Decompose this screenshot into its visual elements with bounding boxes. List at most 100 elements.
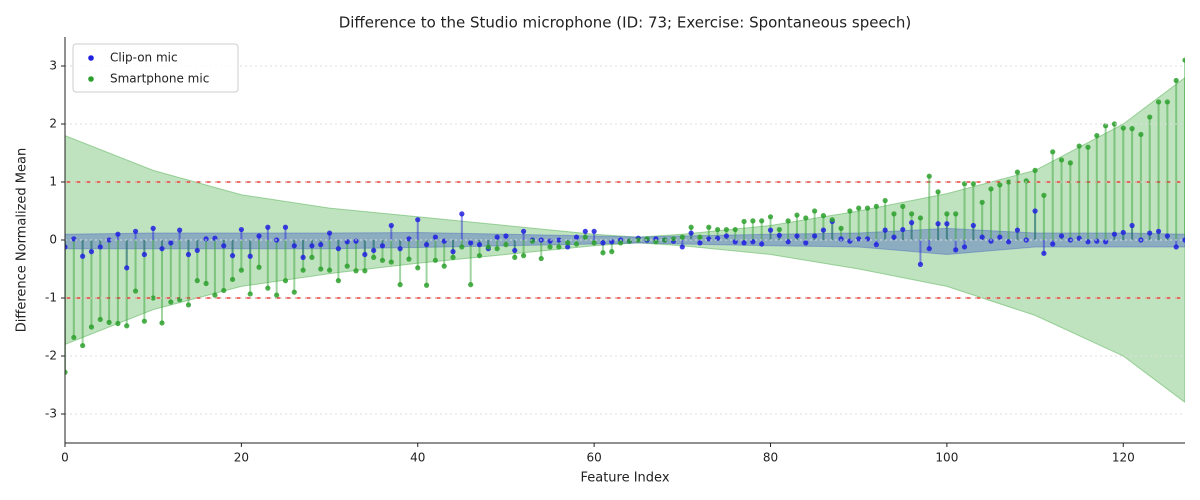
point: [935, 221, 941, 227]
point: [80, 253, 86, 259]
point: [1041, 250, 1047, 256]
point: [609, 249, 615, 255]
point: [776, 226, 782, 233]
point: [882, 197, 888, 204]
point: [1155, 228, 1162, 234]
point: [221, 287, 227, 294]
point: [309, 243, 315, 249]
point: [1067, 160, 1073, 166]
y-tick-label: 0: [49, 233, 57, 247]
x-tick-label: 60: [586, 451, 601, 465]
point: [812, 233, 818, 239]
point: [353, 238, 359, 244]
point: [168, 240, 174, 246]
y-tick-label: -2: [45, 349, 57, 363]
point: [97, 244, 103, 250]
point: [185, 302, 192, 308]
point: [1050, 149, 1056, 155]
point: [970, 222, 976, 229]
point: [573, 241, 580, 247]
point: [362, 251, 368, 258]
y-tick-label: -3: [45, 407, 57, 421]
point: [159, 246, 165, 252]
point: [679, 234, 685, 240]
point: [1111, 231, 1118, 237]
point: [688, 224, 694, 230]
point: [512, 254, 518, 260]
point: [132, 288, 139, 294]
point: [256, 264, 262, 270]
point: [282, 224, 289, 230]
point: [177, 227, 183, 233]
x-axis-label: Feature Index: [580, 471, 669, 486]
point: [864, 205, 871, 211]
point: [247, 291, 253, 297]
legend-marker: [88, 55, 94, 61]
point: [794, 233, 800, 239]
point: [1173, 244, 1179, 250]
point: [1182, 57, 1185, 63]
point: [221, 243, 227, 249]
point: [988, 186, 994, 192]
plot: [65, 57, 1185, 404]
point: [150, 295, 156, 301]
legend-label: Smartphone mic: [110, 72, 209, 86]
point: [1006, 179, 1012, 185]
point: [1023, 178, 1029, 184]
point: [891, 211, 897, 217]
point: [1094, 133, 1100, 139]
point: [468, 282, 474, 288]
point: [1129, 126, 1135, 132]
point: [1164, 99, 1170, 105]
point: [318, 242, 324, 248]
point: [1111, 121, 1118, 127]
point: [1076, 143, 1082, 149]
point: [450, 254, 456, 260]
point: [88, 324, 95, 330]
point: [423, 242, 430, 248]
y-tick-label: 1: [49, 175, 57, 189]
x-tick-label: 0: [61, 451, 69, 465]
point: [917, 215, 924, 221]
point: [820, 227, 827, 233]
point: [767, 214, 774, 220]
point: [97, 316, 103, 323]
point: [688, 230, 694, 236]
point: [441, 263, 447, 269]
y-axis-label: Difference Normalized Mean: [15, 148, 30, 332]
point: [238, 226, 244, 233]
point: [812, 208, 818, 214]
point: [415, 265, 421, 271]
point: [944, 221, 950, 227]
point: [194, 247, 200, 254]
point: [229, 253, 236, 259]
point: [882, 227, 888, 233]
point: [538, 255, 544, 262]
point: [856, 236, 862, 242]
point: [1014, 227, 1021, 233]
point: [794, 212, 800, 218]
point: [494, 246, 500, 252]
point: [565, 244, 571, 250]
point: [591, 228, 597, 234]
point: [406, 256, 412, 262]
point: [635, 237, 641, 243]
point: [423, 282, 430, 288]
point: [300, 267, 306, 273]
point: [900, 203, 906, 209]
point: [106, 319, 112, 325]
point: [150, 225, 156, 231]
point: [459, 211, 465, 217]
point: [1085, 144, 1091, 150]
point: [600, 250, 606, 256]
point: [547, 244, 553, 250]
point: [132, 228, 139, 234]
point: [591, 240, 597, 246]
point: [961, 244, 968, 250]
point: [1014, 169, 1021, 175]
x-tick-label: 40: [410, 451, 425, 465]
point: [1006, 239, 1012, 245]
point: [706, 224, 712, 230]
point: [873, 242, 879, 248]
point: [65, 369, 68, 375]
